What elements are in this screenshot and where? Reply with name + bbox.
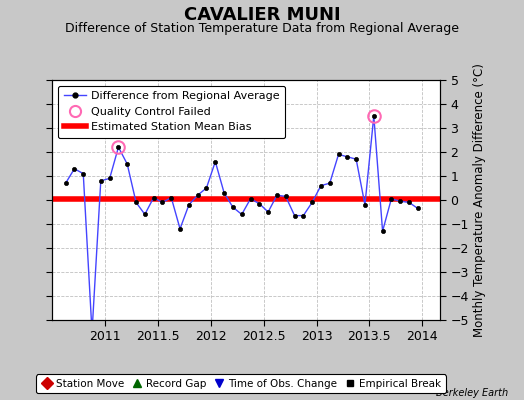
Text: CAVALIER MUNI: CAVALIER MUNI bbox=[184, 6, 340, 24]
Legend: Station Move, Record Gap, Time of Obs. Change, Empirical Break: Station Move, Record Gap, Time of Obs. C… bbox=[36, 374, 446, 393]
Text: Berkeley Earth: Berkeley Earth bbox=[436, 388, 508, 398]
Y-axis label: Monthly Temperature Anomaly Difference (°C): Monthly Temperature Anomaly Difference (… bbox=[473, 63, 486, 337]
Legend: Difference from Regional Average, Quality Control Failed, Estimated Station Mean: Difference from Regional Average, Qualit… bbox=[58, 86, 286, 138]
Text: Difference of Station Temperature Data from Regional Average: Difference of Station Temperature Data f… bbox=[65, 22, 459, 35]
